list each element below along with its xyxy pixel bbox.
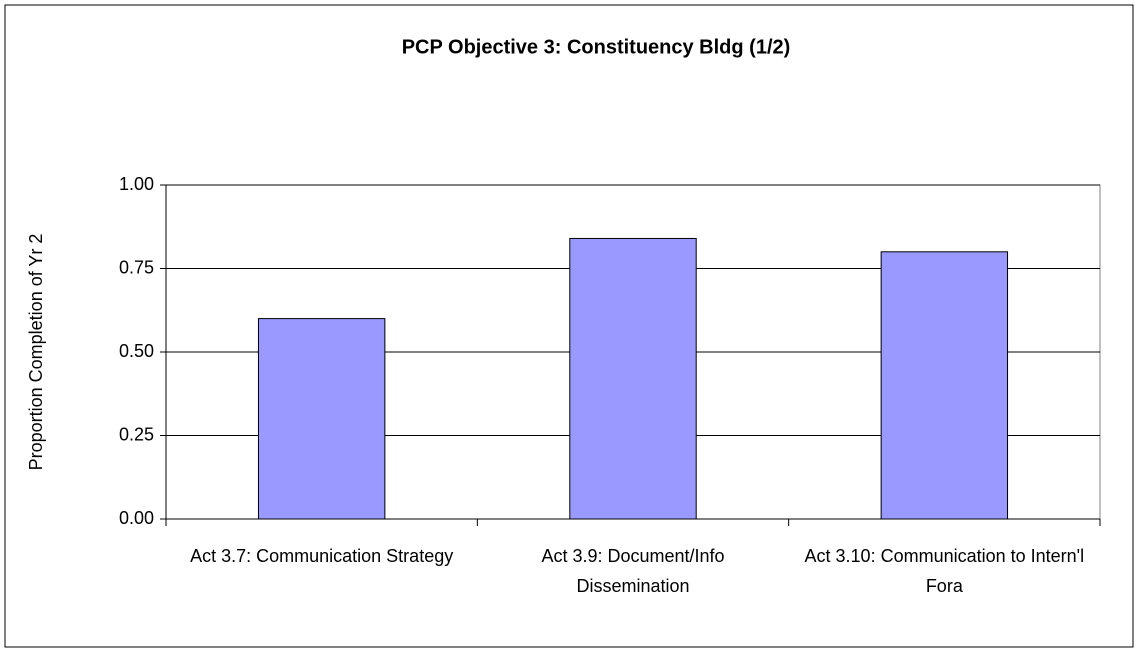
y-tick-label: 0.50 [119,341,154,361]
bar [257,318,386,520]
y-tick-label: 0.75 [119,257,154,277]
bar [569,237,697,520]
bar [880,251,1009,520]
x-tick-label: Act 3.10: Communication to Intern'l Fora [804,546,1085,596]
chart-title: PCP Objective 3: Constituency Bldg (1/2) [402,36,791,58]
y-tick-label: 0.25 [119,424,154,444]
y-tick-label: 1.00 [119,174,154,194]
y-axis-label: Proportion Completion of Yr 2 [26,234,46,471]
x-tick-label: Act 3.7: Communication Strategy [190,546,454,566]
x-tick-label: Act 3.9: Document/Info Dissemination [541,546,725,596]
y-tick-label: 0.00 [119,508,154,528]
